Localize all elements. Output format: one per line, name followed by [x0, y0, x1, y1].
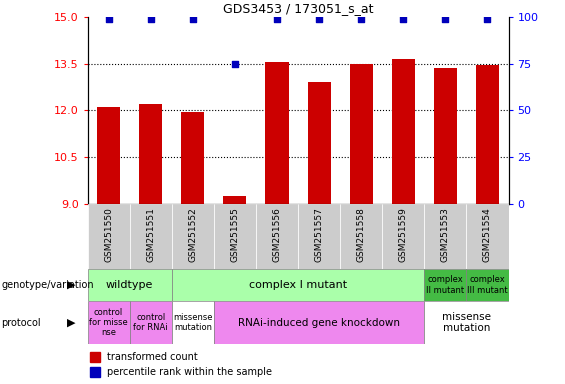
Text: GSM251550: GSM251550	[104, 207, 113, 262]
Text: complex
III mutant: complex III mutant	[467, 275, 508, 295]
Bar	[214, 204, 256, 269]
Bar	[424, 204, 467, 269]
Text: percentile rank within the sample: percentile rank within the sample	[107, 367, 272, 377]
Bar	[181, 112, 205, 204]
Bar	[88, 269, 172, 301]
Point	[146, 16, 155, 22]
Bar	[256, 204, 298, 269]
Bar	[434, 68, 457, 204]
Bar	[223, 196, 246, 204]
Text: transformed count: transformed count	[107, 352, 197, 362]
Text: complex I mutant: complex I mutant	[249, 280, 347, 290]
Bar	[97, 107, 120, 204]
Bar	[130, 204, 172, 269]
Text: GSM251557: GSM251557	[315, 207, 324, 262]
Bar	[476, 65, 499, 204]
Text: GSM251555: GSM251555	[231, 207, 240, 262]
Text: missense
mutation: missense mutation	[173, 313, 212, 332]
Text: GSM251552: GSM251552	[188, 207, 197, 262]
Bar	[424, 269, 467, 301]
Text: GSM251558: GSM251558	[357, 207, 366, 262]
Bar	[298, 204, 340, 269]
Bar	[382, 204, 424, 269]
Bar	[307, 83, 331, 204]
Text: control
for RNAi: control for RNAi	[133, 313, 168, 332]
Text: missense
mutation: missense mutation	[442, 312, 491, 333]
Bar	[466, 269, 509, 301]
Text: GSM251551: GSM251551	[146, 207, 155, 262]
Bar	[350, 64, 373, 204]
Text: ▶: ▶	[67, 318, 75, 328]
Point	[104, 16, 113, 22]
Bar	[172, 301, 214, 344]
Bar	[392, 59, 415, 204]
Point	[315, 16, 324, 22]
Title: GDS3453 / 173051_s_at: GDS3453 / 173051_s_at	[223, 2, 373, 15]
Bar	[424, 301, 508, 344]
Text: GSM251556: GSM251556	[272, 207, 281, 262]
Text: control
for misse
nse: control for misse nse	[89, 308, 128, 338]
Bar	[340, 204, 382, 269]
Point	[231, 61, 240, 67]
Bar	[172, 204, 214, 269]
Bar	[172, 269, 424, 301]
Bar	[266, 62, 289, 204]
Bar	[90, 367, 100, 377]
Point	[188, 16, 197, 22]
Bar	[90, 353, 100, 362]
Bar	[214, 301, 424, 344]
Bar	[130, 301, 172, 344]
Point	[272, 16, 281, 22]
Text: wildtype: wildtype	[106, 280, 153, 290]
Point	[399, 16, 408, 22]
Text: ▶: ▶	[67, 280, 75, 290]
Point	[483, 16, 492, 22]
Text: GSM251554: GSM251554	[483, 207, 492, 262]
Bar	[139, 104, 162, 204]
Text: genotype/variation: genotype/variation	[1, 280, 94, 290]
Bar	[88, 204, 130, 269]
Point	[357, 16, 366, 22]
Bar	[467, 204, 509, 269]
Bar	[88, 301, 130, 344]
Text: RNAi-induced gene knockdown: RNAi-induced gene knockdown	[238, 318, 400, 328]
Text: GSM251553: GSM251553	[441, 207, 450, 262]
Text: protocol: protocol	[1, 318, 41, 328]
Text: complex
II mutant: complex II mutant	[427, 275, 464, 295]
Point	[441, 16, 450, 22]
Text: GSM251559: GSM251559	[399, 207, 408, 262]
